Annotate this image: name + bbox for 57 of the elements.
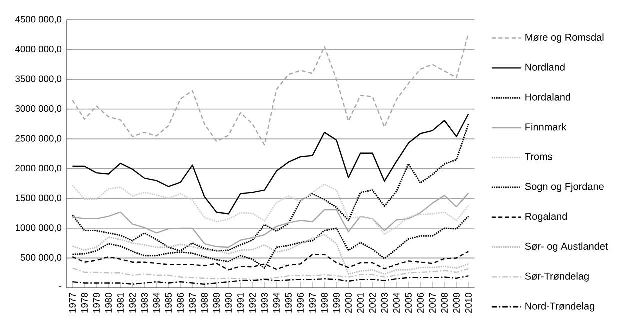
x-tick-label: 1989 [213,292,220,313]
x-tick-label: 1996 [297,292,304,313]
x-tick-label: 1980 [105,292,112,313]
x-tick-label: 2002 [369,293,376,313]
x-tick-label: 1986 [177,292,184,313]
x-tick-label: 1977 [69,293,76,313]
y-tick-label: 1000 000,0 [16,224,62,232]
x-tick-label: 1997 [309,293,316,313]
x-tick-label: 1984 [153,292,160,313]
x-tick-label: 2003 [381,292,388,313]
x-tick-label: 1981 [117,293,124,313]
line-series [72,183,470,235]
legend-label: Nord-Trøndelag [526,302,594,312]
y-tick-label: 4000 000,0 [15,46,62,54]
x-tick-label: 2004 [393,292,400,313]
x-tick-label: 1991 [237,293,244,313]
x-tick-label: 1983 [141,292,148,313]
x-tick-label: 1982 [129,293,136,313]
y-tick-label: 2000 000,0 [16,164,62,173]
legend-label: Sør-Trøndelag [525,272,589,282]
line-series [72,113,470,215]
x-tick-label: 2006 [417,292,424,313]
legend-label: Sogn og Fjordane [525,182,604,192]
y-tick-label: - [59,286,62,288]
legend-label: Troms [525,153,552,160]
y-tick-label: 1500 000,0 [16,194,62,202]
y-tick-label: 500 000,0 [20,254,62,262]
y-tick-label: 4500 000,0 [15,16,62,24]
x-tick-label: 1995 [285,292,292,313]
x-tick-label: 1999 [333,292,340,313]
line-series [72,192,470,248]
x-tick-label: 2007 [429,293,436,313]
legend-label: Møre og Romsdal [526,34,604,43]
x-tick-label: 1990 [225,292,232,313]
x-tick-label: 2010 [465,292,472,313]
x-tick-label: 2000 [345,292,352,313]
x-tick-label: 1994 [273,292,280,313]
x-tick-label: 2005 [405,292,412,313]
legend-label: Hordaland [526,93,570,101]
x-tick-label: 2008 [441,292,448,313]
x-tick-label: 1998 [321,292,328,313]
x-tick-label: 2001 [357,293,364,313]
x-tick-label: 1979 [93,292,100,313]
legend-label: Sør- og Austlandet [525,242,608,252]
legend-label: Nordland [526,63,565,71]
x-tick-label: 1985 [165,292,172,313]
y-tick-label: 2500 000,0 [16,135,62,143]
legend-label: Rogaland [526,212,568,222]
legend-label: Finnmark [526,123,567,131]
x-tick-label: 1988 [201,292,208,313]
x-tick-label: 1993 [261,292,268,313]
x-tick-label: 1987 [189,293,196,313]
x-tick-label: 1978 [81,292,88,313]
x-tick-label: 2009 [453,292,460,313]
y-tick-label: 3000 000,0 [16,105,62,114]
y-tick-label: 3500 000,0 [16,76,62,84]
x-tick-label: 1992 [249,293,256,313]
